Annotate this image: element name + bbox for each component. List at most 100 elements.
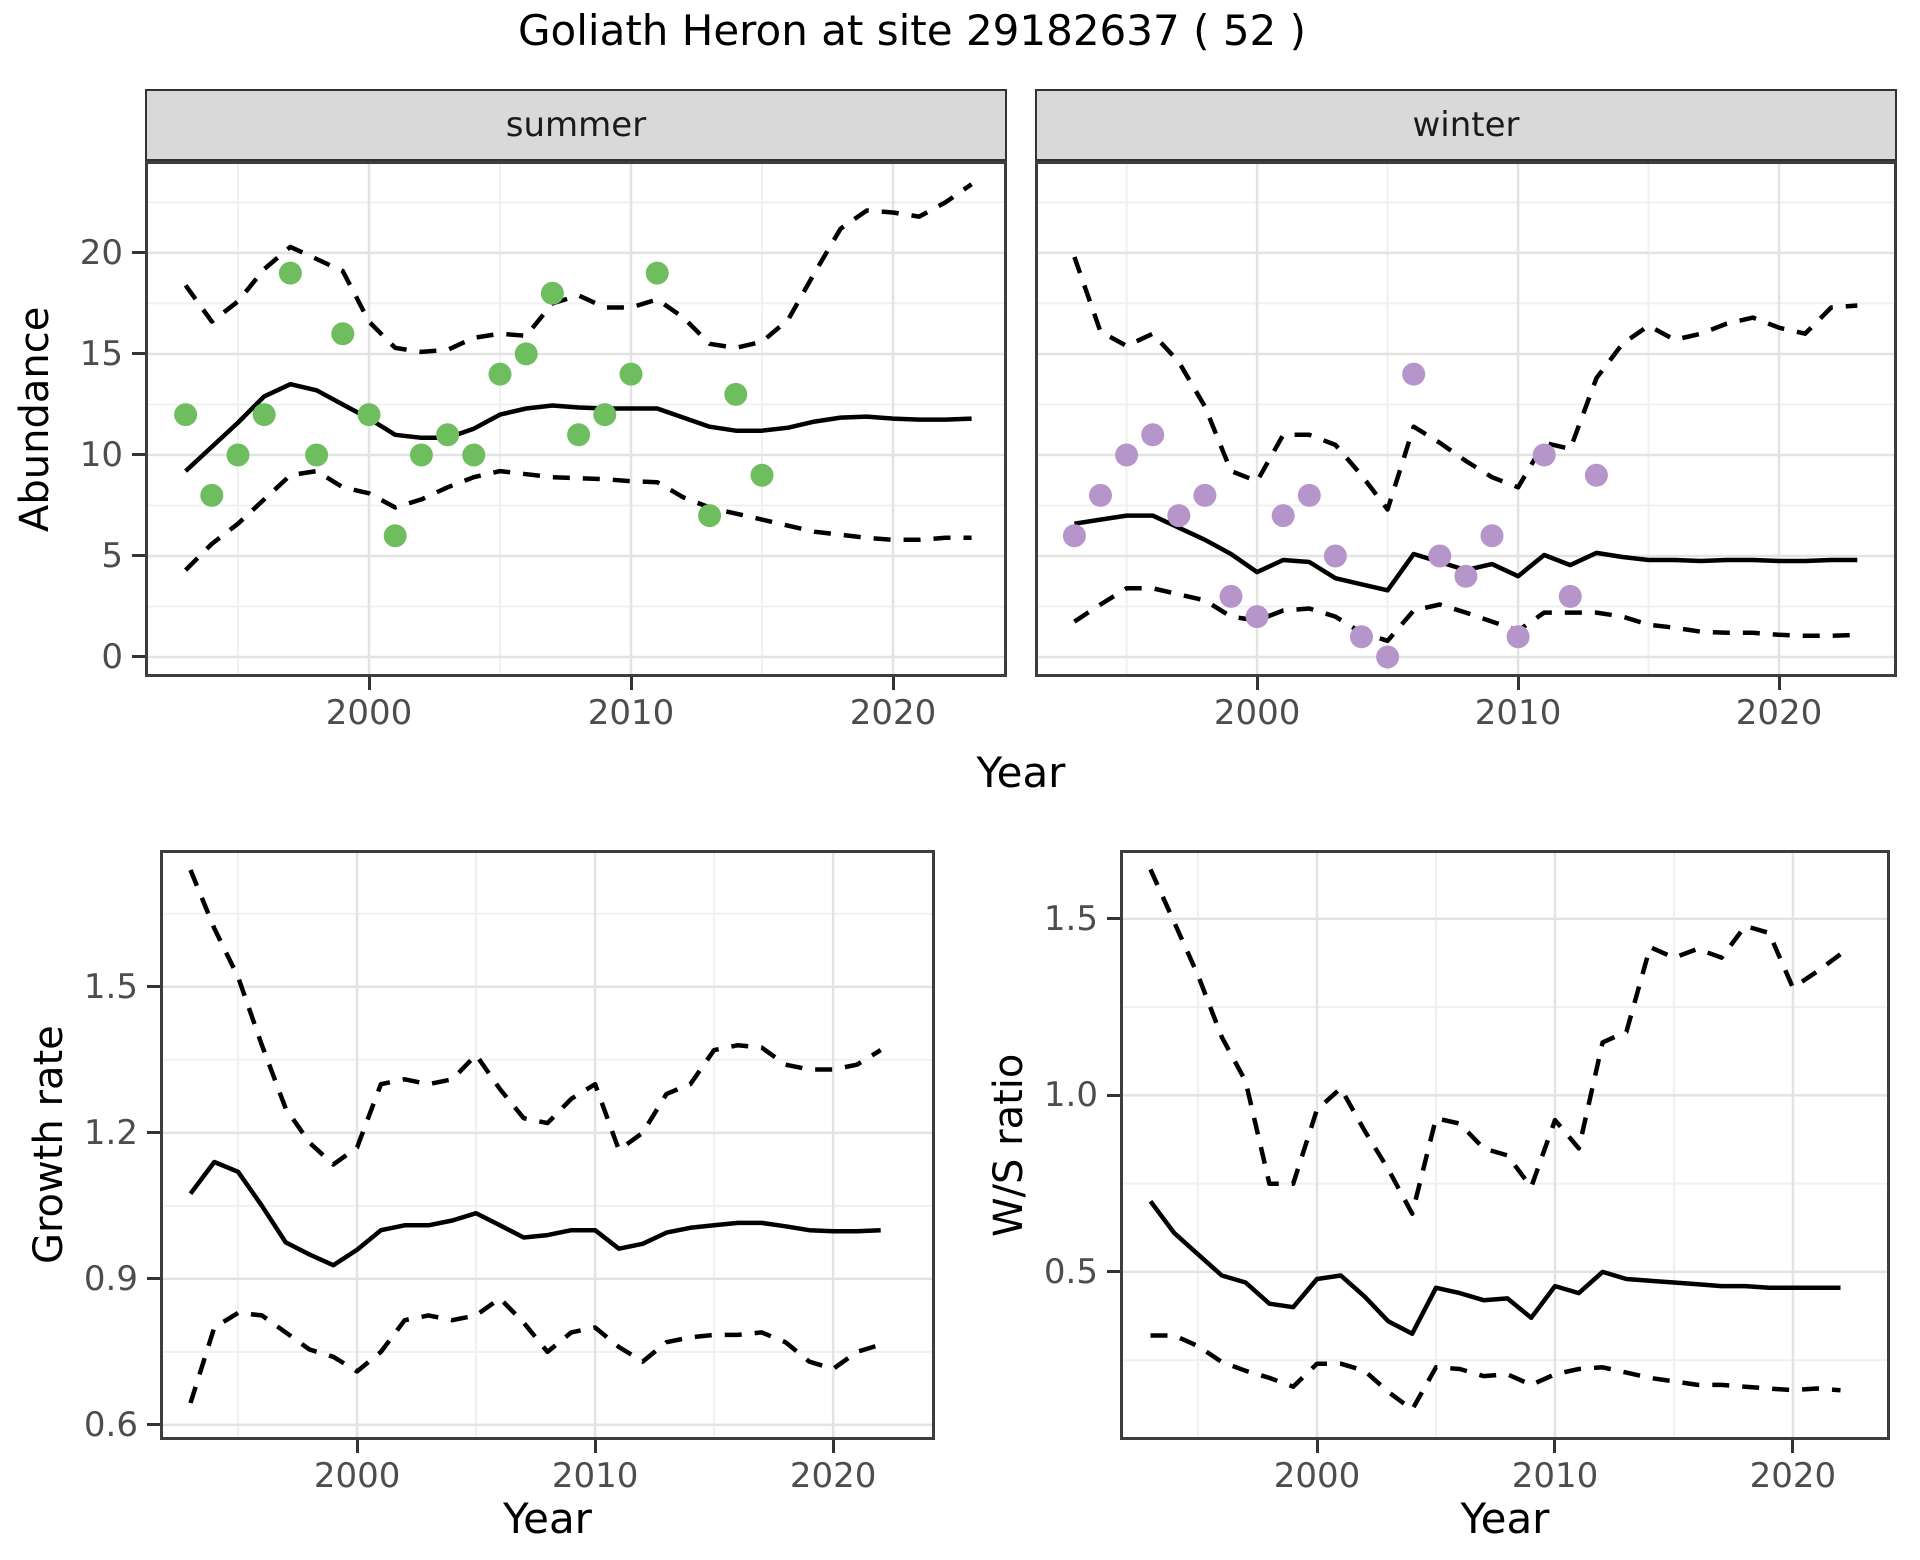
data-point bbox=[1402, 362, 1426, 386]
x-tick-mark bbox=[367, 677, 371, 690]
data-point bbox=[278, 261, 302, 285]
data-point bbox=[1297, 483, 1321, 507]
data-point bbox=[1062, 524, 1086, 548]
data-point bbox=[1089, 483, 1112, 507]
data-point bbox=[174, 403, 198, 427]
data-point bbox=[331, 322, 355, 346]
mean-line bbox=[184, 381, 972, 473]
panel-growth-rate bbox=[160, 850, 935, 1440]
x-tick-mark bbox=[1315, 1440, 1319, 1453]
data-point bbox=[1454, 564, 1478, 588]
panel-border bbox=[1120, 850, 1890, 1440]
facet-strip-summer: summer bbox=[145, 89, 1007, 161]
data-point bbox=[488, 362, 512, 386]
y-tick-label: 1.2 bbox=[83, 1112, 138, 1153]
y-tick-mark bbox=[147, 1131, 160, 1135]
data-point bbox=[252, 403, 276, 427]
data-point bbox=[1532, 443, 1556, 467]
year-axis-title-ws: Year bbox=[1460, 1494, 1550, 1543]
y-tick-mark bbox=[132, 251, 145, 255]
data-point bbox=[540, 281, 564, 305]
x-tick-label: 2010 bbox=[587, 693, 675, 733]
data-point bbox=[1584, 463, 1608, 487]
data-point bbox=[1558, 584, 1582, 608]
y-tick-label: 0.5 bbox=[1043, 1251, 1098, 1292]
ci-line bbox=[1072, 256, 1858, 512]
data-point bbox=[750, 463, 774, 487]
ci-line bbox=[1150, 1333, 1841, 1412]
y-tick-label: 1.5 bbox=[83, 966, 138, 1007]
data-point bbox=[645, 261, 669, 285]
x-tick-mark bbox=[629, 677, 633, 690]
ci-line bbox=[1073, 586, 1858, 644]
x-tick-mark bbox=[1791, 1440, 1795, 1453]
ci-line bbox=[1148, 868, 1842, 1216]
data-point bbox=[409, 443, 433, 467]
panel-ws-ratio bbox=[1120, 850, 1890, 1440]
x-tick-label: 2000 bbox=[1213, 693, 1301, 733]
x-tick-mark bbox=[1777, 677, 1781, 690]
x-tick-label: 2020 bbox=[849, 693, 937, 733]
data-point bbox=[724, 382, 748, 406]
year-axis-title-top: Year bbox=[976, 748, 1066, 797]
data-point bbox=[1323, 544, 1347, 568]
y-tick-label: 15 bbox=[79, 333, 123, 374]
data-point bbox=[1271, 504, 1295, 528]
data-point bbox=[1141, 423, 1165, 447]
y-tick-mark bbox=[1107, 1093, 1120, 1097]
x-tick-label: 2020 bbox=[1749, 1456, 1837, 1496]
x-tick-label: 2010 bbox=[551, 1456, 639, 1496]
facet-strip-winter-label: winter bbox=[1412, 105, 1520, 145]
x-tick-label: 2000 bbox=[313, 1456, 401, 1496]
data-point bbox=[436, 423, 460, 447]
y-tick-mark bbox=[132, 655, 145, 659]
data-point bbox=[1428, 544, 1452, 568]
x-tick-label: 2000 bbox=[325, 693, 413, 733]
data-point bbox=[698, 504, 722, 528]
x-tick-mark bbox=[1553, 1440, 1557, 1453]
x-tick-label: 2020 bbox=[1735, 693, 1823, 733]
data-point bbox=[1193, 483, 1217, 507]
data-point bbox=[1245, 605, 1269, 629]
y-tick-mark bbox=[132, 352, 145, 356]
data-point bbox=[593, 403, 617, 427]
y-tick-label: 10 bbox=[79, 434, 123, 475]
x-tick-label: 2010 bbox=[1511, 1456, 1599, 1496]
y-tick-mark bbox=[147, 985, 160, 989]
x-tick-mark bbox=[1516, 677, 1520, 690]
mean-line bbox=[1148, 1199, 1841, 1336]
panel-border bbox=[160, 850, 935, 1440]
y-tick-mark bbox=[1107, 1270, 1120, 1274]
facet-strip-winter: winter bbox=[1035, 89, 1897, 161]
data-point bbox=[514, 342, 538, 366]
y-tick-mark bbox=[147, 1277, 160, 1281]
data-point bbox=[200, 483, 224, 507]
panel-abundance-summer bbox=[145, 161, 1007, 677]
y-tick-mark bbox=[147, 1423, 160, 1427]
data-point bbox=[1219, 584, 1243, 608]
facet-strip-summer-label: summer bbox=[505, 105, 647, 145]
data-point bbox=[226, 443, 250, 467]
x-tick-label: 2020 bbox=[789, 1456, 877, 1496]
x-tick-mark bbox=[355, 1440, 359, 1453]
ci-line bbox=[183, 182, 973, 355]
x-tick-mark bbox=[1255, 677, 1259, 690]
y-tick-label: 1.5 bbox=[1043, 898, 1098, 939]
mean-line bbox=[188, 1159, 881, 1268]
y-tick-label: 5 bbox=[101, 535, 123, 576]
panel-border bbox=[145, 161, 1007, 677]
x-tick-mark bbox=[593, 1440, 597, 1453]
x-tick-label: 2010 bbox=[1474, 693, 1562, 733]
data-point bbox=[305, 443, 329, 467]
year-axis-title-growth: Year bbox=[503, 1494, 592, 1543]
data-point bbox=[1350, 625, 1373, 649]
ci-line bbox=[188, 869, 882, 1167]
y-tick-mark bbox=[1107, 917, 1120, 921]
ci-line bbox=[188, 1296, 882, 1404]
data-point bbox=[383, 524, 407, 548]
data-point bbox=[1115, 443, 1139, 467]
y-tick-mark bbox=[132, 453, 145, 457]
data-point bbox=[357, 403, 381, 427]
x-tick-mark bbox=[891, 677, 895, 690]
